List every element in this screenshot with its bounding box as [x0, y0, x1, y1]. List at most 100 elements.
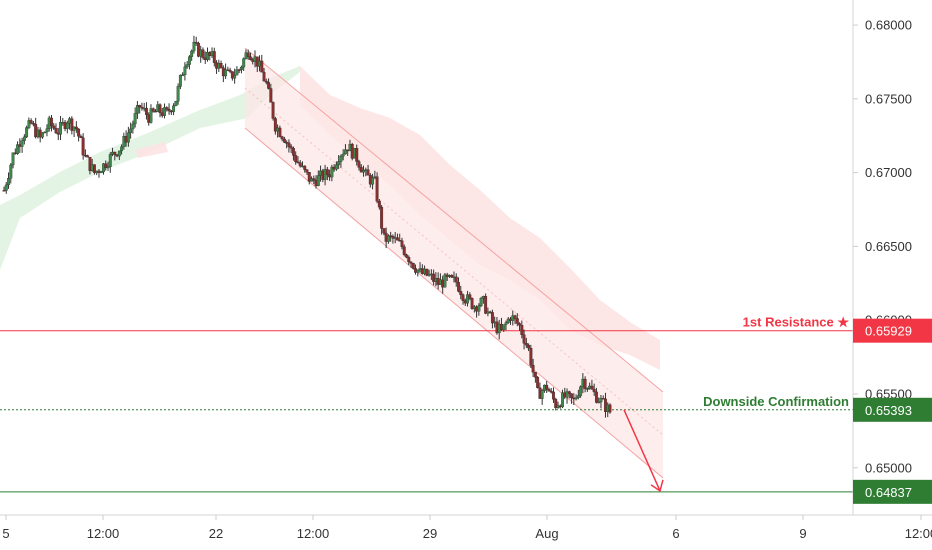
candle-body — [269, 88, 273, 103]
candle-body — [529, 347, 533, 366]
candle — [402, 244, 406, 257]
candle-body — [131, 123, 135, 130]
candle-body — [40, 132, 44, 138]
candle-body — [117, 150, 121, 157]
candle-body — [533, 372, 537, 378]
candle-body — [22, 136, 26, 141]
candle-body — [597, 401, 601, 404]
candle-body — [545, 384, 549, 390]
confirmation-badge-text: 0.65393 — [865, 403, 912, 418]
candle — [86, 154, 90, 158]
y-tick-label: 0.67500 — [865, 91, 912, 106]
candle — [25, 125, 29, 139]
candle-body — [27, 120, 31, 128]
candle — [52, 122, 56, 131]
candle — [594, 387, 598, 404]
candle — [545, 380, 549, 394]
candle — [407, 255, 411, 266]
candle — [242, 57, 246, 71]
candle — [135, 101, 139, 120]
candle-body — [242, 58, 246, 68]
candle-body — [194, 41, 198, 44]
candle-body — [391, 236, 395, 239]
candle — [235, 66, 239, 76]
candle-body — [2, 190, 6, 192]
resistance-badge — [853, 318, 932, 343]
candle — [459, 285, 463, 300]
candle-body — [298, 162, 302, 167]
candle — [280, 135, 284, 142]
candle-body — [371, 177, 375, 185]
candle — [224, 63, 228, 79]
candle — [104, 160, 108, 171]
y-tick-label: 0.67000 — [865, 165, 912, 180]
candle-body — [339, 155, 343, 162]
candle — [339, 154, 343, 168]
candle-body — [359, 167, 363, 173]
candle-body — [151, 108, 155, 112]
candle — [149, 104, 153, 124]
x-tick-label: Aug — [535, 526, 558, 541]
resistance-badge-text: 0.65929 — [865, 324, 912, 339]
y-tick-label: 0.66500 — [865, 239, 912, 254]
candle — [585, 387, 589, 392]
candle — [461, 293, 465, 305]
candle — [554, 397, 558, 411]
candle — [552, 387, 555, 403]
candle-body — [11, 152, 15, 166]
candle-body — [59, 122, 62, 135]
y-axis: 0.680000.675000.670000.665000.660000.655… — [853, 18, 912, 475]
candle-body — [402, 246, 406, 255]
candle — [267, 78, 271, 90]
candle — [287, 139, 291, 153]
candle — [129, 122, 133, 139]
candle — [490, 309, 494, 329]
bearish-cloud — [300, 66, 660, 370]
candle-body — [271, 102, 275, 119]
candle-body — [540, 390, 544, 399]
candle — [29, 118, 33, 125]
candle — [178, 74, 182, 90]
candle-body — [450, 275, 454, 278]
candle — [237, 68, 241, 74]
candle-body — [576, 395, 580, 398]
candle-body — [382, 228, 386, 234]
candle-body — [108, 154, 112, 167]
candle-body — [583, 378, 587, 389]
candle — [291, 146, 295, 161]
candle-body — [468, 294, 472, 299]
candle — [597, 397, 601, 404]
candle-body — [307, 172, 311, 182]
candle — [167, 103, 171, 115]
candle — [151, 107, 155, 113]
candle — [540, 388, 544, 405]
x-tick-label: 5 — [2, 526, 9, 541]
candle — [294, 151, 298, 165]
candle — [343, 144, 347, 155]
x-tick-label: 6 — [672, 526, 679, 541]
candle — [522, 329, 526, 350]
candle-body — [20, 140, 24, 147]
candle — [120, 144, 124, 155]
candle-body — [386, 235, 390, 242]
candle — [97, 168, 101, 178]
candle-body — [92, 164, 96, 173]
candle — [43, 131, 47, 134]
candle — [355, 144, 359, 166]
candle-body — [280, 136, 284, 140]
candle-body — [395, 237, 399, 241]
candle — [518, 322, 522, 331]
confirmation-badge — [853, 397, 932, 422]
candle — [289, 144, 293, 154]
candle-body — [377, 201, 381, 208]
candle — [31, 120, 35, 127]
candle-body — [504, 322, 508, 325]
candle-body — [457, 282, 460, 292]
candle-body — [224, 69, 228, 77]
candle-body — [190, 50, 194, 57]
candle — [533, 372, 537, 383]
candle-body — [54, 128, 58, 134]
candle-body — [185, 64, 189, 68]
candle-body — [515, 318, 519, 324]
